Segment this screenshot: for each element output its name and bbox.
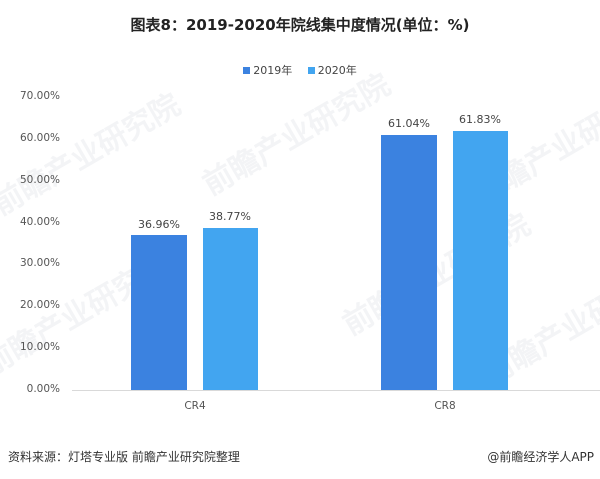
- legend-item-2020: 2020年: [307, 62, 357, 78]
- legend-swatch-2020-icon: [307, 66, 315, 74]
- chart-legend: 2019年 2020年: [0, 62, 600, 78]
- bar-label-cr8-2019: 61.04%: [388, 117, 430, 130]
- bar-label-cr4-2019: 36.96%: [138, 218, 180, 231]
- x-axis-line: [72, 390, 600, 391]
- bar-label-cr4-2020: 38.77%: [209, 210, 251, 223]
- y-tick: 70.00%: [19, 90, 60, 102]
- x-tick-cr4: CR4: [184, 400, 206, 412]
- bar-cr4-2019: [131, 235, 187, 390]
- y-tick: 30.00%: [19, 257, 60, 269]
- legend-label: 2020年: [317, 64, 357, 77]
- watermark: 前瞻产业研究院: [197, 67, 397, 203]
- y-tick: 40.00%: [19, 216, 60, 228]
- bar-cr4-2020: [203, 228, 258, 390]
- y-tick: 50.00%: [19, 174, 60, 186]
- legend-item-2019: 2019年: [243, 62, 292, 78]
- y-tick: 60.00%: [19, 132, 60, 144]
- bar-cr8-2019: [381, 135, 437, 390]
- y-tick: 20.00%: [19, 299, 60, 311]
- legend-swatch-2019-icon: [243, 66, 251, 74]
- chart-title: 图表8：2019-2020年院线集中度情况(单位：%): [130, 16, 470, 34]
- source-note: 资料来源：灯塔专业版 前瞻产业研究院整理: [8, 450, 240, 464]
- credit-note: @前瞻经济学人APP: [487, 450, 594, 464]
- bar-label-cr8-2020: 61.83%: [459, 113, 501, 126]
- y-tick: 0.00%: [26, 383, 60, 395]
- y-tick: 10.00%: [19, 341, 60, 353]
- legend-label: 2019年: [253, 64, 293, 77]
- bar-cr8-2020: [453, 131, 508, 390]
- x-tick-cr8: CR8: [434, 400, 456, 412]
